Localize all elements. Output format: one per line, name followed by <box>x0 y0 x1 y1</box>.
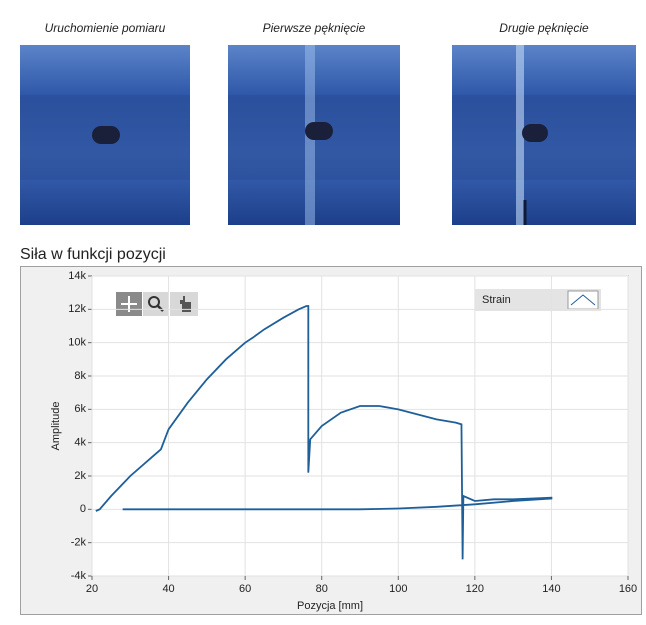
y-tick-label: 12k <box>68 303 86 315</box>
x-tick-label: 160 <box>619 583 637 595</box>
data-line <box>95 305 553 560</box>
x-tick-label: 120 <box>466 583 484 595</box>
legend-swatch-line <box>570 294 596 306</box>
zoom-button[interactable] <box>143 292 169 316</box>
x-tick-label: 100 <box>389 583 407 595</box>
photo-caption: Drugie pęknięcie <box>499 21 589 35</box>
y-tick-label: 6k <box>74 403 86 415</box>
photo-caption: Pierwsze pęknięcie <box>263 21 366 35</box>
x-tick-label: 20 <box>86 583 98 595</box>
x-tick-label: 60 <box>239 583 251 595</box>
y-tick-label: 2k <box>74 470 86 482</box>
y-tick-label: -2k <box>71 537 87 549</box>
y-tick-label: 8k <box>74 370 86 382</box>
legend-label: Strain <box>482 294 511 306</box>
y-axis-label: Amplitude <box>50 402 62 451</box>
y-tick-label: -4k <box>71 570 87 582</box>
y-tick-label: 10k <box>68 337 86 349</box>
legend-swatch <box>567 290 599 310</box>
photo <box>228 45 400 225</box>
plot-area <box>91 275 629 577</box>
x-tick-label: 80 <box>316 583 328 595</box>
y-tick-label: 14k <box>68 270 86 282</box>
photo <box>20 45 190 225</box>
photo-caption: Uruchomienie pomiaru <box>45 21 166 35</box>
y-tick-label: 0 <box>80 503 86 515</box>
x-axis-label: Pozycja [mm] <box>297 600 363 612</box>
photo <box>452 45 636 225</box>
chart-title: Siła w funkcji pozycji <box>20 246 166 263</box>
y-tick-label: 4k <box>74 437 86 449</box>
x-tick-label: 140 <box>542 583 560 595</box>
toolbar[interactable] <box>116 292 198 316</box>
x-tick-label: 40 <box>162 583 174 595</box>
